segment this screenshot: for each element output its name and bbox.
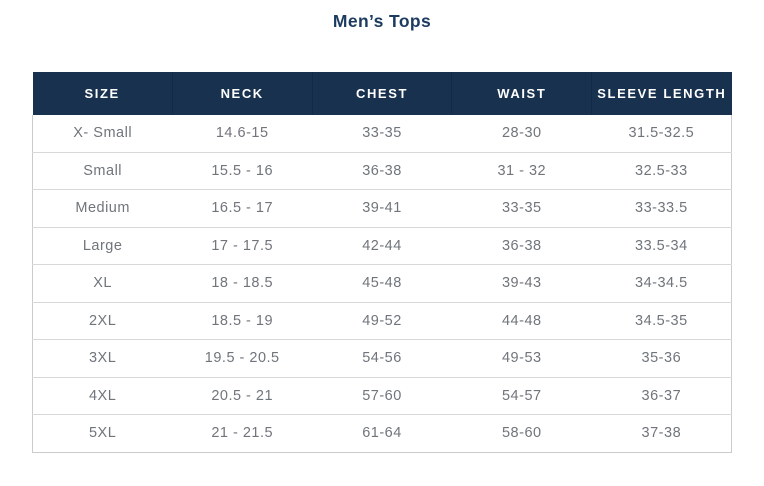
chest-cell: 39-41 bbox=[312, 189, 452, 228]
waist-cell: 54-57 bbox=[451, 377, 592, 415]
sleeve-length-cell: 37-38 bbox=[591, 414, 732, 453]
size-cell: 5XL bbox=[32, 414, 173, 453]
waist-cell: 31 - 32 bbox=[451, 152, 592, 190]
sleeve-length-cell: 36-37 bbox=[591, 377, 732, 415]
table-row: XL 18 - 18.5 45-48 39-43 34-34.5 bbox=[32, 264, 732, 303]
chest-cell: 61-64 bbox=[312, 414, 452, 453]
size-cell: Medium bbox=[32, 189, 173, 228]
column-header-waist: WAIST bbox=[451, 72, 592, 115]
chest-cell: 57-60 bbox=[312, 377, 452, 415]
sleeve-length-cell: 35-36 bbox=[591, 339, 732, 378]
page-title: Men’s Tops bbox=[332, 11, 432, 31]
column-header-neck: NECK bbox=[171, 72, 313, 115]
neck-cell: 20.5 - 21 bbox=[172, 377, 313, 415]
sleeve-length-cell: 33-33.5 bbox=[591, 189, 732, 228]
chest-cell: 49-52 bbox=[312, 302, 452, 340]
waist-cell: 44-48 bbox=[451, 302, 592, 340]
chest-cell: 36-38 bbox=[312, 152, 452, 190]
column-header-sleeve-length: SLEEVE LENGTH bbox=[591, 72, 732, 115]
waist-cell: 39-43 bbox=[451, 264, 592, 303]
waist-cell: 33-35 bbox=[451, 189, 592, 228]
table-row: Medium 16.5 - 17 39-41 33-35 33-33.5 bbox=[32, 189, 732, 228]
chest-cell: 33-35 bbox=[312, 115, 452, 153]
table-row: 2XL 18.5 - 19 49-52 44-48 34.5-35 bbox=[32, 302, 732, 340]
table-row: 4XL 20.5 - 21 57-60 54-57 36-37 bbox=[32, 377, 732, 415]
table-row: Small 15.5 - 16 36-38 31 - 32 32.5-33 bbox=[32, 152, 732, 190]
size-cell: 2XL bbox=[32, 302, 173, 340]
neck-cell: 18 - 18.5 bbox=[172, 264, 313, 303]
chest-cell: 45-48 bbox=[312, 264, 452, 303]
neck-cell: 21 - 21.5 bbox=[172, 414, 313, 453]
waist-cell: 58-60 bbox=[451, 414, 592, 453]
size-cell: Large bbox=[32, 227, 173, 265]
column-header-chest: CHEST bbox=[311, 72, 452, 115]
table-row: 3XL 19.5 - 20.5 54-56 49-53 35-36 bbox=[32, 339, 732, 378]
table-row: X- Small 14.6-15 33-35 28-30 31.5-32.5 bbox=[32, 115, 732, 153]
neck-cell: 17 - 17.5 bbox=[172, 227, 313, 265]
chest-cell: 42-44 bbox=[312, 227, 452, 265]
size-chart-table: SIZE NECK CHEST WAIST SLEEVE LENGTH X- S… bbox=[32, 72, 732, 453]
sleeve-length-cell: 32.5-33 bbox=[591, 152, 732, 190]
neck-cell: 16.5 - 17 bbox=[172, 189, 313, 228]
sleeve-length-cell: 34-34.5 bbox=[591, 264, 732, 303]
table-row: Large 17 - 17.5 42-44 36-38 33.5-34 bbox=[32, 227, 732, 265]
size-cell: 3XL bbox=[32, 339, 173, 378]
neck-cell: 15.5 - 16 bbox=[172, 152, 313, 190]
size-cell: X- Small bbox=[32, 115, 173, 153]
waist-cell: 36-38 bbox=[451, 227, 592, 265]
chest-cell: 54-56 bbox=[312, 339, 452, 378]
sleeve-length-cell: 31.5-32.5 bbox=[591, 115, 732, 153]
size-cell: Small bbox=[32, 152, 173, 190]
waist-cell: 28-30 bbox=[451, 115, 592, 153]
size-cell: XL bbox=[32, 264, 173, 303]
column-header-size: SIZE bbox=[32, 72, 173, 115]
table-row: 5XL 21 - 21.5 61-64 58-60 37-38 bbox=[32, 414, 732, 453]
size-cell: 4XL bbox=[32, 377, 173, 415]
neck-cell: 14.6-15 bbox=[172, 115, 313, 153]
sleeve-length-cell: 33.5-34 bbox=[591, 227, 732, 265]
sleeve-length-cell: 34.5-35 bbox=[591, 302, 732, 340]
table-header-row: SIZE NECK CHEST WAIST SLEEVE LENGTH bbox=[32, 72, 732, 115]
neck-cell: 19.5 - 20.5 bbox=[172, 339, 313, 378]
neck-cell: 18.5 - 19 bbox=[172, 302, 313, 340]
waist-cell: 49-53 bbox=[451, 339, 592, 378]
